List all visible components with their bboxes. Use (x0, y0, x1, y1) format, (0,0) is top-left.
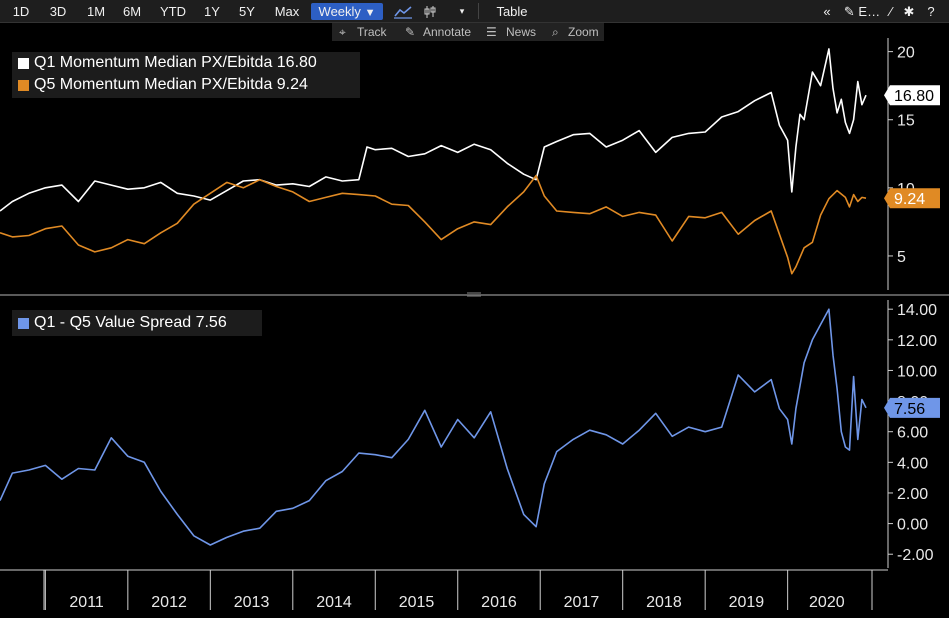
legend-item-q1[interactable]: Q1 Momentum Median PX/Ebitda 16.80 (12, 52, 360, 74)
crosshair-icon: ⌖ (339, 25, 346, 39)
table-button[interactable]: Table (496, 4, 528, 19)
series-line (0, 48, 867, 212)
toolbar-divider (478, 3, 479, 19)
news-button[interactable]: News (506, 25, 537, 39)
legend-label-spread: Q1 - Q5 Value Spread 7.56 (34, 314, 227, 331)
y-tick-label: 12.00 (897, 333, 937, 350)
last-value-badge (884, 397, 940, 418)
x-tick-label: 2017 (564, 594, 600, 611)
last-value-label: 9.24 (894, 191, 925, 208)
x-tick-label: 2011 (69, 594, 104, 611)
dropdown-arrow-icon: ▼ (364, 7, 376, 19)
legend-swatch (18, 79, 29, 91)
slash-icon[interactable]: ⁄ (889, 4, 893, 19)
x-tick-label: 2012 (151, 594, 187, 611)
y-tick-label: -2.00 (897, 547, 934, 564)
range-6m-button[interactable]: 6M (122, 4, 142, 19)
x-tick-label: 2013 (234, 594, 270, 611)
y-tick-label: 20 (897, 45, 915, 62)
zoom-button[interactable]: Zoom (568, 25, 599, 39)
y-tick-label: 14.00 (897, 302, 937, 319)
chart-toolbar: 1D 3D 1M 6M YTD 1Y 5Y Max Weekly ▼ ▾ Tab… (0, 0, 949, 23)
y-tick-label: 2.00 (897, 486, 928, 503)
series-line (0, 174, 867, 275)
x-tick-label: 2015 (399, 594, 435, 611)
y-tick-label: 0.00 (897, 517, 928, 534)
period-label: Weekly (318, 4, 361, 19)
last-value-badge (884, 85, 940, 106)
legend-item-spread[interactable]: Q1 - Q5 Value Spread 7.56 (12, 310, 262, 336)
x-tick-label: 2014 (316, 594, 352, 611)
line-chart-glyph (394, 6, 412, 19)
zoom-icon: ⌕ (552, 25, 559, 39)
range-1d-button[interactable]: 1D (12, 4, 30, 19)
legend-swatch (18, 57, 29, 69)
legend-swatch (18, 317, 29, 329)
legend-item-q5[interactable]: Q5 Momentum Median PX/Ebitda 9.24 (12, 74, 360, 96)
pencil-icon: ✎ (405, 25, 416, 39)
track-button[interactable]: Track (357, 25, 387, 39)
series-line (0, 308, 867, 546)
candlestick-glyph (424, 6, 436, 18)
y-tick-label: 15 (897, 113, 915, 130)
range-5y-button[interactable]: 5Y (239, 4, 255, 19)
top-legend: Q1 Momentum Median PX/Ebitda 16.80 Q5 Mo… (12, 52, 360, 98)
range-max-button[interactable]: Max (274, 4, 300, 19)
annotate-button[interactable]: Annotate (423, 25, 472, 39)
y-tick-label: 6.00 (897, 425, 928, 442)
candlestick-icon[interactable] (420, 3, 440, 20)
collapse-icon[interactable]: « (823, 4, 831, 19)
y-tick-label: 10.00 (897, 363, 937, 380)
range-1y-button[interactable]: 1Y (204, 4, 220, 19)
range-3d-button[interactable]: 3D (49, 4, 67, 19)
help-icon[interactable]: ? (927, 4, 935, 19)
chart-type-dropdown-icon[interactable]: ▾ (459, 6, 465, 16)
last-value-badge (884, 188, 940, 209)
period-dropdown[interactable]: Weekly ▼ (311, 3, 383, 20)
x-axis: 2011 2012 2013 2014 2015 2016 2017 2018 2019 2020 (0, 569, 888, 611)
x-tick-label: 2018 (646, 594, 682, 611)
last-value-label: 16.80 (894, 88, 934, 105)
bottom-legend: Q1 - Q5 Value Spread 7.56 (12, 310, 262, 336)
gear-icon[interactable]: ✱ (903, 4, 915, 19)
edit-icon[interactable]: ✎ E… (843, 4, 881, 19)
x-tick-label: 2016 (481, 594, 517, 611)
chart-subtoolbar: ⌖ Track ✎ Annotate ☰ News ⌕ Zoom (332, 23, 604, 41)
news-icon: ☰ (486, 25, 497, 39)
bottom-panel: -2.000.002.004.006.008.0010.0012.0014.00… (0, 300, 940, 568)
range-ytd-button[interactable]: YTD (160, 4, 186, 19)
y-tick-label: 5 (897, 249, 906, 266)
top-panel: 510152016.809.24 (0, 38, 940, 290)
x-tick-label: 2020 (809, 594, 845, 611)
legend-label-q1: Q1 Momentum Median PX/Ebitda 16.80 (34, 54, 317, 71)
line-chart-icon[interactable] (390, 3, 416, 20)
x-tick-label: 2019 (729, 594, 765, 611)
range-1m-button[interactable]: 1M (86, 4, 106, 19)
last-value-label: 7.56 (894, 401, 925, 418)
legend-label-q5: Q5 Momentum Median PX/Ebitda 9.24 (34, 76, 308, 93)
y-tick-label: 4.00 (897, 455, 928, 472)
